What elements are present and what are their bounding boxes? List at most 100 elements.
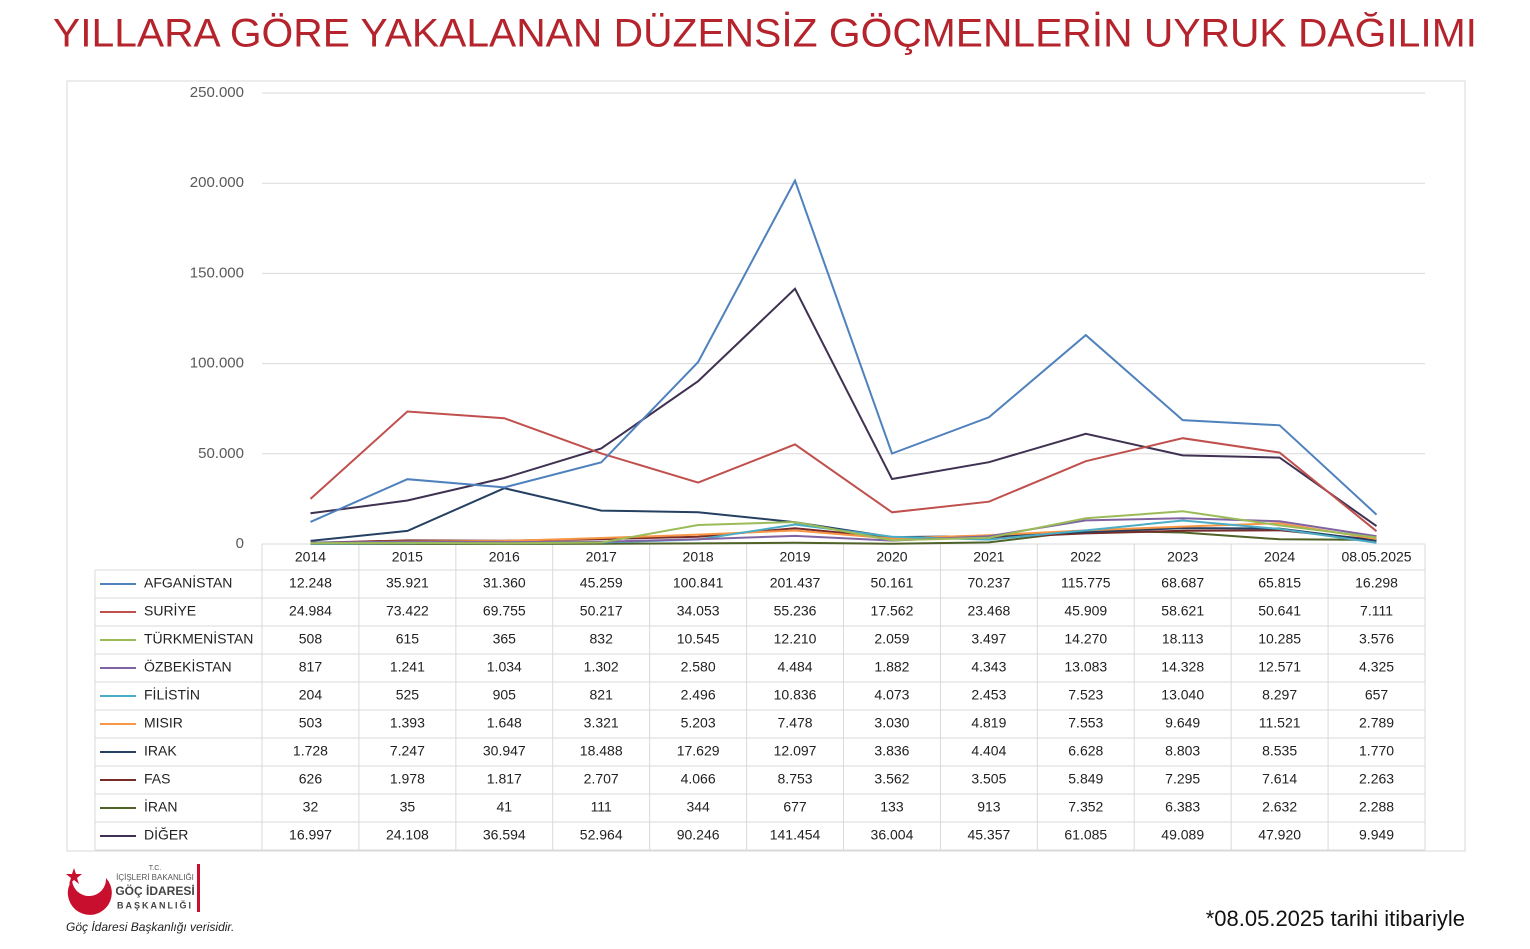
table-cell: 201.437: [770, 575, 821, 591]
table-cell: 3.030: [874, 715, 909, 731]
table-cell: 7.111: [1360, 603, 1393, 619]
table-cell: 12.210: [774, 631, 817, 647]
table-cell: 16.997: [289, 827, 332, 843]
table-cell: 1.882: [874, 659, 909, 675]
table-cell: 12.571: [1258, 659, 1301, 675]
table-cell: 115.775: [1061, 575, 1111, 591]
legend-label: FAS: [144, 771, 170, 787]
table-cell: 12.248: [289, 575, 332, 591]
x-tick-label: 2016: [489, 549, 520, 565]
y-tick-label: 150.000: [190, 264, 244, 281]
table-cell: 17.562: [871, 603, 914, 619]
table-cell: 821: [590, 687, 614, 703]
table-cell: 4.484: [778, 659, 813, 675]
series-line: [310, 517, 1377, 544]
table-cell: 2.453: [971, 687, 1006, 703]
table-cell: 36.004: [871, 827, 914, 843]
table-cell: 30.947: [483, 743, 526, 759]
x-tick-label: 2023: [1167, 549, 1198, 565]
table-cell: 14.328: [1161, 659, 1204, 675]
table-cell: 508: [299, 631, 323, 647]
x-tick-label: 2014: [295, 549, 326, 565]
table-cell: 73.422: [386, 603, 429, 619]
table-cell: 7.478: [778, 715, 813, 731]
logo-bar: [197, 864, 200, 912]
series-line: [309, 410, 1378, 532]
table-cell: 5.203: [681, 715, 716, 731]
table-cell: 3.321: [584, 715, 619, 731]
legend-label: ÖZBEKİSTAN: [144, 658, 232, 675]
table-cell: 2.707: [584, 771, 619, 787]
table-cell: 913: [977, 799, 1001, 815]
table-cell: 34.053: [677, 603, 720, 619]
table-cell: 3.562: [874, 771, 909, 787]
table-cell: 5.849: [1068, 771, 1103, 787]
table-cell: 13.040: [1161, 687, 1204, 703]
table-cell: 52.964: [580, 827, 623, 843]
table-cell: 9.649: [1165, 715, 1200, 731]
y-tick-label: 200.000: [190, 174, 244, 191]
logo: T.C. İÇİŞLERİ BAKANLIĞI GÖÇ İDARESİ BAŞK…: [66, 864, 200, 915]
logo-text: İÇİŞLERİ BAKANLIĞI: [116, 873, 194, 882]
x-tick-label: 2021: [973, 549, 1004, 565]
table-cell: 35.921: [386, 575, 429, 591]
table-cell: 4.819: [971, 715, 1006, 731]
table-cell: 8.803: [1165, 743, 1200, 759]
table-cell: 2.580: [681, 659, 716, 675]
table-cell: 626: [299, 771, 323, 787]
table-cell: 3.505: [971, 771, 1006, 787]
table-cell: 4.073: [874, 687, 909, 703]
table-cell: 6.383: [1165, 799, 1200, 815]
table-cell: 4.404: [971, 743, 1006, 759]
table-cell: 111: [591, 799, 612, 815]
legend-label: SURİYE: [144, 602, 196, 619]
table-cell: 18.488: [580, 743, 623, 759]
table-cell: 4.066: [681, 771, 716, 787]
table-cell: 31.360: [483, 575, 526, 591]
logo-text: T.C.: [149, 865, 162, 872]
table-cell: 1.034: [487, 659, 522, 675]
table-cell: 204: [299, 687, 323, 703]
table-cell: 8.297: [1262, 687, 1297, 703]
y-tick-label: 100.000: [190, 355, 244, 372]
logo-crescent: [67, 878, 112, 915]
x-tick-label: 2022: [1070, 549, 1101, 565]
legend-label: İRAN: [144, 798, 177, 815]
table-cell: 615: [396, 631, 420, 647]
series-line: [310, 510, 1377, 545]
legend-label: TÜRKMENİSTAN: [144, 630, 253, 647]
table-cell: 2.632: [1262, 799, 1297, 815]
table-cell: 4.343: [971, 659, 1006, 675]
table-cell: 49.089: [1161, 827, 1204, 843]
table-cell: 10.545: [677, 631, 720, 647]
table-cell: 23.468: [967, 603, 1010, 619]
table-cell: 12.097: [774, 743, 817, 759]
table-cell: 16.298: [1355, 575, 1398, 591]
series-line: [310, 178, 1378, 523]
table-cell: 9.949: [1359, 827, 1394, 843]
x-tick-label: 2017: [586, 549, 617, 565]
table-cell: 525: [396, 687, 420, 703]
table-cell: 10.285: [1258, 631, 1301, 647]
table-cell: 13.083: [1064, 659, 1107, 675]
table-cell: 2.789: [1359, 715, 1394, 731]
table-cell: 7.553: [1068, 715, 1103, 731]
table-cell: 1.978: [390, 771, 425, 787]
table-cell: 3.497: [971, 631, 1006, 647]
x-tick-label: 08.05.2025: [1342, 549, 1412, 565]
y-tick-label: 50.000: [198, 445, 244, 462]
page-title: YILLARA GÖRE YAKALANAN DÜZENSİZ GÖÇMENLE…: [53, 11, 1477, 56]
table-cell: 7.352: [1068, 799, 1103, 815]
table-cell: 70.237: [967, 575, 1010, 591]
x-tick-label: 2015: [392, 549, 423, 565]
table-cell: 8.753: [778, 771, 813, 787]
chart-frame: [66, 80, 1466, 852]
table-cell: 7.295: [1165, 771, 1200, 787]
table-cell: 133: [880, 799, 904, 815]
table-cell: 1.770: [1359, 743, 1394, 759]
table-cell: 832: [590, 631, 614, 647]
table-cell: 2.496: [681, 687, 716, 703]
table-cell: 45.909: [1064, 603, 1107, 619]
table-cell: 7.247: [390, 743, 425, 759]
table-cell: 41: [497, 799, 513, 815]
